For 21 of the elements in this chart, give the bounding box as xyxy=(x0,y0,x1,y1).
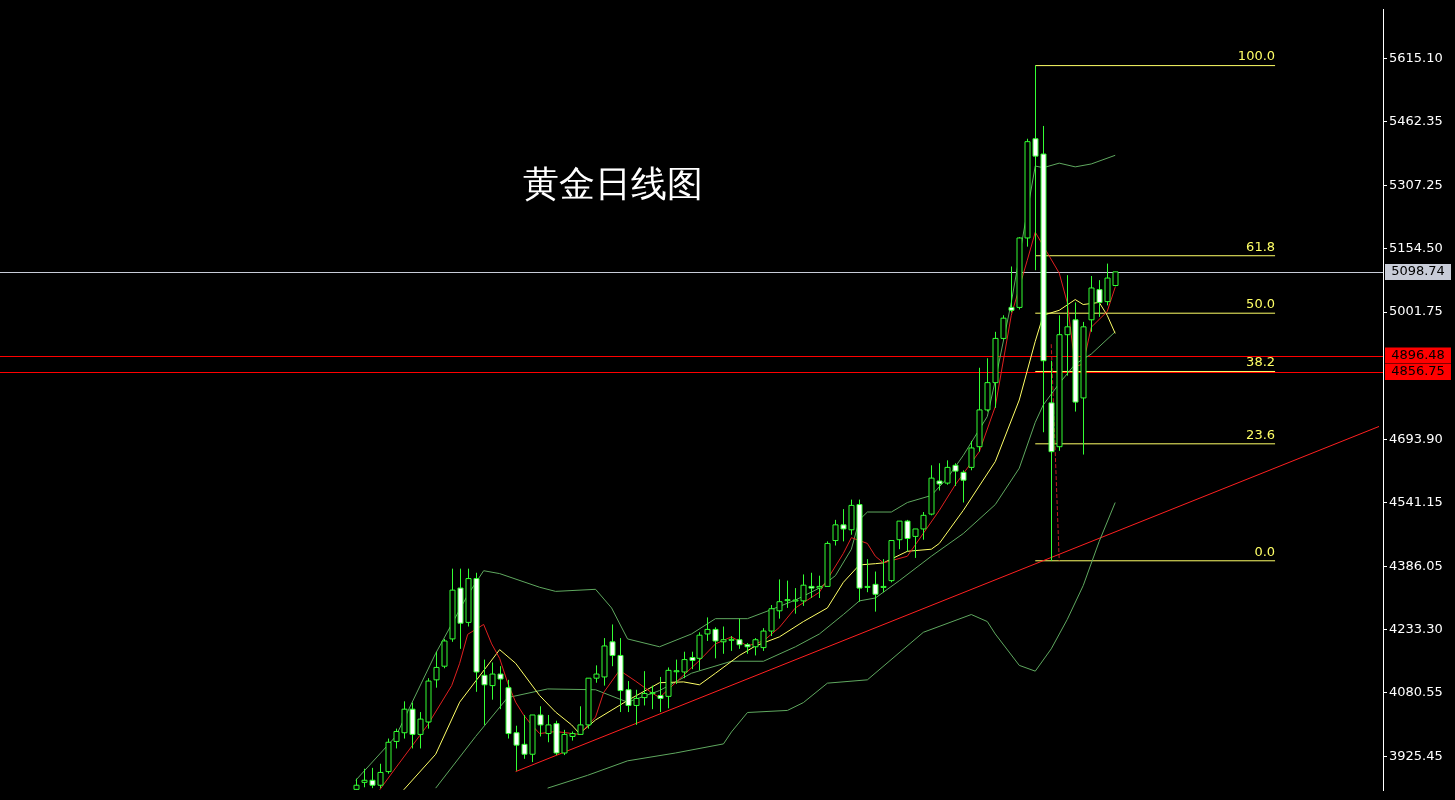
y-tick-label: 4386.05 xyxy=(1389,557,1443,573)
y-tick-label: 4541.15 xyxy=(1389,493,1443,509)
series-label: 100.0 xyxy=(1237,48,1276,64)
series-label: 23.6 xyxy=(1246,426,1276,442)
y-tick-label: 4693.90 xyxy=(1389,430,1443,446)
series-label: 0.0 xyxy=(1254,543,1276,559)
y-tick-label: 4080.55 xyxy=(1389,684,1443,700)
ref-line-label: 4856.75 xyxy=(1391,363,1445,379)
ref-line-label: 5098.74 xyxy=(1391,263,1445,279)
series-label: 50.0 xyxy=(1246,296,1276,312)
y-tick-label: 5154.50 xyxy=(1389,240,1443,256)
y-tick-label: 5001.75 xyxy=(1389,303,1443,319)
y-tick-label: 5307.25 xyxy=(1389,177,1443,193)
ref-line-label: 4896.48 xyxy=(1391,346,1445,362)
y-tick-label: 4233.30 xyxy=(1389,621,1443,637)
y-tick-label: 3925.45 xyxy=(1389,748,1443,764)
text: 黄金日线图 xyxy=(522,164,703,205)
series-label: 38.2 xyxy=(1246,354,1276,370)
y-tick-label: 5615.10 xyxy=(1389,49,1443,65)
y-tick-label: 5462.35 xyxy=(1389,113,1443,129)
series-label: 61.8 xyxy=(1246,238,1276,254)
